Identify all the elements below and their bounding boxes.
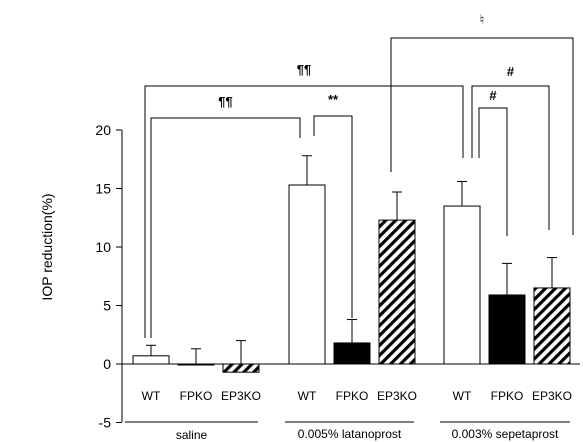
bar (132, 355, 170, 365)
bar-label: FPKO (180, 389, 213, 403)
group-label: 0.003% sepetaprost (452, 427, 559, 441)
group-labels: saline 0.005% latanoprost 0.003% sepetapro… (125, 421, 570, 442)
significance-bracket (390, 37, 574, 235)
significance-bracket (313, 115, 353, 318)
bar-label: EP3KO (532, 389, 572, 403)
y-tick-label: 0 (103, 356, 111, 372)
significance-bracket (471, 85, 550, 230)
significance-bracket (150, 117, 301, 338)
significance-label: ¶¶ (218, 94, 232, 109)
bar-label: FPKO (491, 389, 524, 403)
group-label: 0.005% latanoprost (298, 427, 402, 441)
y-tick-label: 20 (95, 122, 111, 138)
bar (333, 342, 371, 365)
group-label: saline (176, 428, 208, 442)
significance-label: ¶¶ (297, 62, 311, 77)
y-tick-label: 10 (95, 239, 111, 255)
significance-bracket (144, 85, 464, 338)
y-tick-label: 5 (103, 298, 111, 314)
bar-label: EP3KO (377, 389, 417, 403)
bar-label: FPKO (336, 389, 369, 403)
bar-label: EP3KO (221, 389, 261, 403)
bar-label: WT (142, 389, 161, 403)
bar (222, 363, 260, 373)
significance-brackets: ¶¶ ¶¶ ** # # ♮ (144, 12, 574, 338)
y-tick-label: 15 (95, 181, 111, 197)
significance-bracket (478, 107, 508, 236)
significance-label: # (507, 64, 515, 79)
bars: WT FPKO EP3KO WT FPKO EP3KO WT FPKO EP3KO (132, 155, 572, 403)
y-ticks: 20 15 10 5 0 -5 (95, 122, 122, 431)
bar (443, 205, 481, 365)
y-axis-label: IOP reduction(%) (39, 193, 55, 300)
bar-label: WT (453, 389, 472, 403)
significance-label: ** (328, 92, 339, 107)
significance-label: ♮ (480, 12, 485, 27)
significance-label: # (489, 88, 497, 103)
y-tick-label: -5 (99, 415, 112, 431)
bar (378, 219, 416, 365)
bar (177, 363, 215, 366)
bar (288, 184, 326, 365)
bar (488, 294, 526, 365)
bar (533, 287, 571, 365)
bar-label: WT (298, 389, 317, 403)
